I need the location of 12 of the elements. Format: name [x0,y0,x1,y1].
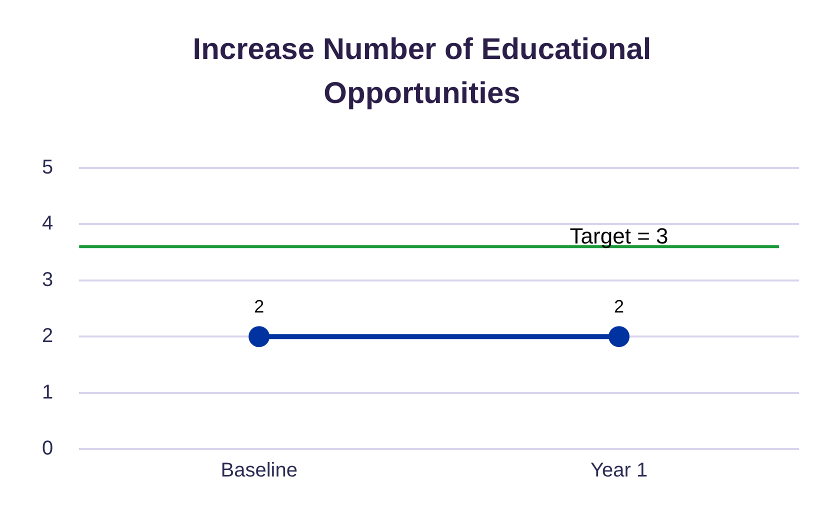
x-tick-label: Year 1 [590,460,648,482]
x-tick-label: Baseline [220,460,298,482]
chart-title: Increase Number of Educational Opportunities [192,32,652,112]
y-tick-label: 5 [42,156,54,179]
y-tick-label: 2 [42,325,54,348]
annotation: Target = 3 [570,224,668,249]
y-tick-label: 4 [42,212,54,235]
data-label: 2 [614,296,624,317]
y-tick-label: 0 [42,438,54,460]
y-tick-label: 1 [42,381,54,404]
y-tick-label: 3 [42,268,54,291]
data-label: 2 [254,296,264,317]
